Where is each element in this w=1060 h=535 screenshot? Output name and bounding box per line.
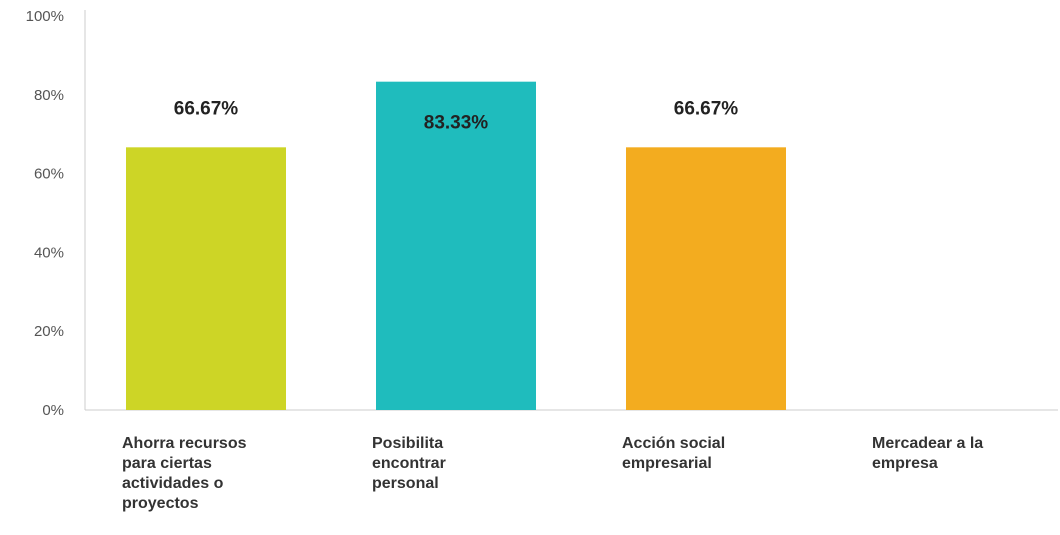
data-label: 83.33% bbox=[424, 113, 489, 134]
x-category-label: Posibilita encontrar personal bbox=[372, 434, 552, 494]
data-label: 66.67% bbox=[674, 98, 739, 119]
x-category-label-line: proyectos bbox=[122, 494, 302, 514]
x-category-label-line: Acción social bbox=[622, 434, 802, 454]
y-tick-label: 100% bbox=[26, 8, 64, 25]
x-category-label-line: empresa bbox=[872, 454, 1052, 474]
x-category-label: Ahorra recursos para ciertas actividades o… bbox=[122, 434, 302, 514]
x-category-label-line: actividades o bbox=[122, 474, 302, 494]
x-category-label-line: Mercadear a la bbox=[872, 434, 1052, 454]
x-category-label: Acción social empresarial bbox=[622, 434, 802, 474]
y-tick-label: 20% bbox=[34, 323, 64, 340]
x-category-label-line: personal bbox=[372, 474, 552, 494]
x-category-label-line: empresarial bbox=[622, 454, 802, 474]
x-category-label-line: encontrar bbox=[372, 454, 552, 474]
x-category-label: Mercadear a la empresa bbox=[872, 434, 1052, 474]
y-tick-labels: 0% 20% 40% 60% 80% 100% bbox=[26, 8, 64, 419]
y-tick-label: 60% bbox=[34, 166, 64, 183]
y-tick-label: 80% bbox=[34, 87, 64, 104]
x-category-label-line: para ciertas bbox=[122, 454, 302, 474]
y-tick-label: 40% bbox=[34, 244, 64, 261]
x-category-label-line: Ahorra recursos bbox=[122, 434, 302, 454]
bar bbox=[626, 147, 786, 410]
data-label: 66.67% bbox=[174, 98, 239, 119]
bar bbox=[126, 147, 286, 410]
x-category-label-line: Posibilita bbox=[372, 434, 552, 454]
y-tick-label: 0% bbox=[42, 402, 64, 419]
